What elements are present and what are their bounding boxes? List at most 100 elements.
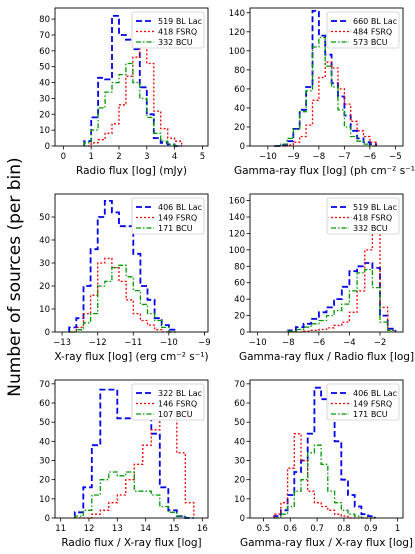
x-tick-label: −9 [198,338,211,348]
y-tick-label: 60 [234,399,245,409]
x-tick-label: −7 [338,152,351,162]
y-tick-label: 30 [39,457,50,467]
legend-label: 149 FSRQ [158,214,197,223]
y-tick-label: 40 [234,295,245,305]
legend-label: 484 FSRQ [353,28,392,37]
x-axis-label: Gamma-ray flux [log] (ph cm⁻² s⁻¹) [234,165,415,177]
legend-label: 406 BL Lac [353,389,397,398]
histogram-series-2 [69,257,176,333]
panel-3: −13 −12 −11 −10 −9 0 10 20 30 40 50 X-ray flux [log… [39,193,211,363]
y-tick-label: 120 [229,229,245,239]
x-tick-label: 1 [88,152,93,162]
y-tick-label: 140 [229,213,245,223]
y-tick-label: 30 [234,457,245,467]
panel-4: −10 −8 −6 −4 −2 0 20 40 60 80 100 120 140 160 Gamma-ra… [229,193,414,363]
y-tick-label: 80 [234,66,245,76]
x-tick-label: 0.9 [364,524,378,534]
y-tick-label: 20 [39,476,50,486]
legend-label: 660 BL Lac [353,17,397,26]
x-tick-label: 3 [144,152,149,162]
y-tick-label: 0 [240,328,245,338]
legend-label: 418 FSRQ [158,28,197,37]
histogram-series-1 [273,386,376,518]
x-tick-label: 11 [55,524,66,534]
y-tick-label: 40 [39,236,50,246]
y-tick-label: 0 [45,142,50,152]
x-axis-label: X-ray flux [log] (erg cm⁻² s⁻¹) [54,351,208,363]
histogram-series-3 [69,264,176,333]
x-tick-label: −5 [389,152,402,162]
y-tick-label: 10 [39,305,50,315]
y-tick-label: 10 [234,495,245,505]
y-tick-label: 0 [240,514,245,524]
histogram-series-2 [273,433,375,519]
x-tick-label: −4 [343,338,356,348]
legend-label: 149 FSRQ [353,400,392,409]
y-tick-label: 40 [39,79,50,89]
histogram-series-3 [287,268,397,332]
axes-frame [249,379,404,519]
y-tick-label: 60 [234,85,245,95]
x-tick-label: −10 [259,152,277,162]
y-tick-label: 20 [234,476,245,486]
axes-frame [249,193,404,333]
histogram-series-1 [274,10,378,147]
x-tick-label: −8 [313,152,326,162]
legend-label: 519 BL Lac [158,17,202,26]
x-axis-label: Radio flux / X-ray flux [log] [61,537,201,549]
x-tick-label: 4 [172,152,177,162]
y-tick-label: 50 [234,418,245,428]
legend-label: 418 FSRQ [353,214,392,223]
y-tick-label: 60 [234,279,245,289]
x-tick-label: 14 [140,524,151,534]
x-tick-label: −6 [364,152,377,162]
y-tick-label: 80 [39,15,50,25]
x-tick-label: 1 [395,524,400,534]
y-tick-label: 60 [39,47,50,57]
x-tick-label: 13 [112,524,123,534]
y-tick-label: 0 [45,328,50,338]
x-tick-label: 16 [197,524,208,534]
y-tick-label: 20 [234,312,245,322]
legend-label: 107 BCU [158,410,193,419]
x-tick-label: 0.7 [310,524,324,534]
y-tick-label: 140 [229,9,245,19]
axes-frame [249,7,404,147]
y-tick-label: 40 [234,437,245,447]
legend-label: 519 BL Lac [353,203,397,212]
y-tick-label: 50 [39,63,50,73]
axes-frame [54,7,209,147]
panel-6: 0.5 0.6 0.7 0.8 0.9 1010203040506070Gamma-ray… [234,379,413,549]
y-tick-label: 70 [234,380,245,390]
x-tick-label: −9 [287,152,300,162]
histogram-series-3 [74,471,194,519]
axes-frame [54,379,209,519]
histogram-series-1 [287,262,397,332]
y-tick-label: 0 [240,142,245,152]
x-axis-label: Gamma-ray flux / Radio flux [log] [239,351,414,363]
x-axis-label: Radio flux [log] (mJy) [76,165,187,177]
x-axis-label: Gamma-ray flux / X-ray flux [log] [240,537,413,549]
legend-label: 171 BCU [158,224,193,233]
y-tick-label: 0 [45,514,50,524]
y-tick-label: 160 [229,197,245,207]
legend-label: 332 BCU [158,38,193,47]
y-tick-label: 100 [229,47,245,57]
legend-label: 146 FSRQ [158,400,197,409]
figure-ylabel: Number of sources (per bin) [5,157,25,396]
y-tick-label: 20 [234,123,245,133]
panel-5: 11 12 13 14 15 16 0 10 20 30 40 50 60 70 Radio flux / … [39,379,209,549]
histogram-series-2 [274,61,377,147]
y-tick-label: 30 [39,94,50,104]
legend-label: 171 BCU [353,410,388,419]
x-tick-label: −11 [124,338,142,348]
y-tick-label: 120 [229,28,245,38]
y-tick-label: 50 [39,418,50,428]
